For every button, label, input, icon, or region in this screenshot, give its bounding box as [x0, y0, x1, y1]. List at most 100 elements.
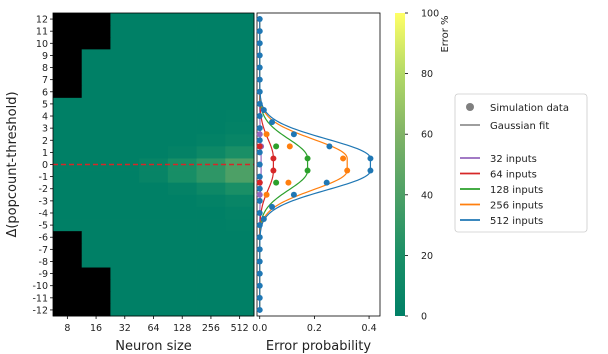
- heatmap-cell: [167, 170, 197, 184]
- heatmap-cell: [196, 25, 226, 38]
- heatmap-cell: [167, 97, 197, 111]
- heatmap-cell: [53, 146, 83, 159]
- colorbar-ticks: 0 20 40 60 80 100: [405, 9, 439, 323]
- zero-point: [256, 161, 263, 168]
- heatmap-cell: [81, 303, 111, 317]
- heatmap-cell: [167, 194, 197, 208]
- colorbar-label: Error %: [440, 15, 451, 52]
- heatmap-cell: [53, 73, 83, 87]
- heatmap-cell: [167, 49, 197, 62]
- zero-point: [256, 306, 263, 313]
- heatmap-cell: [139, 255, 169, 268]
- heatmap-cell: [196, 109, 226, 123]
- heatmap-cell: [110, 206, 140, 220]
- zero-point: [256, 137, 263, 144]
- heatmap-cell: [110, 61, 140, 74]
- error-plot-points: [256, 16, 374, 313]
- heatmap-cell: [81, 97, 111, 111]
- legend-label: 512 inputs: [490, 216, 543, 227]
- heatmap-cell: [110, 97, 140, 111]
- heatmap-cell: [196, 243, 226, 256]
- heatmap-cell: [167, 303, 197, 317]
- heatmap-cell: [225, 182, 255, 196]
- heatmap-cell: [167, 146, 197, 159]
- heatmap-cell: [196, 267, 226, 281]
- legend-marker-dot: [466, 103, 474, 111]
- heatmap-cell: [167, 85, 197, 99]
- zero-point: [256, 209, 263, 216]
- heatmap-cell: [110, 182, 140, 196]
- heatmap-cell: [225, 291, 255, 305]
- x-tick-label: 128: [173, 323, 191, 334]
- heatmap-cell: [196, 303, 226, 317]
- heatmap-cell: [53, 158, 83, 171]
- y-tick-label: 12: [36, 15, 48, 26]
- heatmap-cell: [81, 170, 111, 184]
- data-point: [270, 167, 277, 174]
- zero-point: [256, 100, 263, 107]
- y-tick-label: 5: [42, 99, 48, 110]
- heatmap-cell: [81, 134, 111, 147]
- heatmap-cell: [225, 206, 255, 220]
- error-plot-x-label: Error probability: [266, 339, 371, 354]
- heatmap-cell: [225, 61, 255, 74]
- zero-point: [256, 197, 263, 204]
- legend-label: 64 inputs: [490, 170, 537, 181]
- heatmap-cell: [225, 109, 255, 123]
- heatmap-cell: [139, 146, 169, 159]
- heatmap-cell: [167, 243, 197, 256]
- y-tick-label: -9: [39, 269, 48, 280]
- colorbar-tick-label: 0: [421, 312, 427, 323]
- heatmap-cell: [81, 146, 111, 159]
- heatmap-cell: [53, 279, 83, 293]
- heatmap-cell: [81, 255, 111, 268]
- heatmap-cell: [110, 109, 140, 123]
- heatmap-cell: [81, 122, 111, 135]
- heatmap-cell: [53, 255, 83, 268]
- y-tick-label: -12: [32, 305, 48, 316]
- data-point: [340, 155, 347, 162]
- heatmap-cell: [110, 303, 140, 317]
- heatmap-cell: [167, 13, 197, 26]
- heatmap-cell: [110, 243, 140, 256]
- zero-point: [256, 222, 263, 229]
- heatmap-cell: [81, 206, 111, 220]
- heatmap-cell: [225, 194, 255, 208]
- heatmap-cell: [225, 122, 255, 135]
- heatmap-cell: [196, 170, 226, 184]
- heatmap-cell: [225, 13, 255, 26]
- y-tick-label: 9: [42, 51, 48, 62]
- heatmap-cell: [53, 291, 83, 305]
- heatmap-cell: [196, 49, 226, 62]
- heatmap-cell: [225, 170, 255, 184]
- heatmap-cell: [110, 37, 140, 50]
- heatmap-cell: [225, 219, 255, 232]
- data-point: [304, 155, 311, 162]
- zero-point: [256, 258, 263, 265]
- heatmap-cell: [139, 219, 169, 232]
- legend-label: 32 inputs: [490, 154, 537, 165]
- x-tick-label: 16: [90, 323, 102, 334]
- heatmap-cell: [53, 231, 83, 244]
- heatmap-cell: [53, 206, 83, 220]
- heatmap-cell: [53, 85, 83, 99]
- y-tick-label: 4: [42, 112, 48, 123]
- heatmap-cell: [53, 61, 83, 74]
- heatmap-cell: [139, 206, 169, 220]
- error-plot-frame: [256, 12, 381, 317]
- heatmap-cell: [196, 206, 226, 220]
- heatmap-cell: [81, 243, 111, 256]
- heatmap-cell: [139, 25, 169, 38]
- heatmap-cell: [139, 109, 169, 123]
- zero-point: [256, 173, 263, 180]
- data-point: [270, 155, 277, 162]
- heatmap-cell: [110, 291, 140, 305]
- y-tick-label: 11: [36, 27, 48, 38]
- zero-point: [256, 185, 263, 192]
- heatmap-cell: [139, 13, 169, 26]
- heatmap-cell: [53, 122, 83, 135]
- y-tick-label: -3: [39, 196, 48, 207]
- heatmap-cell: [110, 122, 140, 135]
- colorbar-tick-label: 100: [421, 9, 439, 20]
